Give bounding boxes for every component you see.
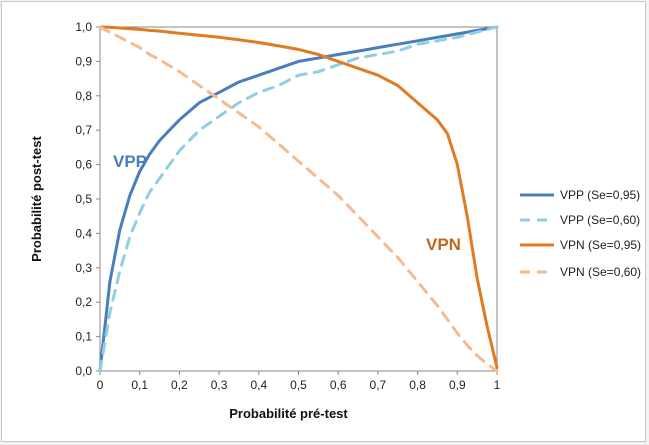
series-line-4 [98, 25, 499, 373]
y-tick-label: 0,9 [75, 54, 92, 68]
annotation-vpn: VPN [426, 235, 461, 254]
annotation-vpp: VPP [113, 152, 147, 171]
y-tick-label: 0,5 [75, 192, 92, 206]
legend-label: VPN (Se=0,60) [560, 265, 641, 279]
series-line-3 [98, 25, 499, 370]
x-tick-label: 0,9 [449, 378, 466, 392]
x-tick-label: 0,5 [290, 378, 307, 392]
legend-label: VPN (Se=0,95) [560, 238, 641, 252]
plot-area [99, 26, 498, 372]
series-line-1 [98, 25, 499, 373]
y-tick-label: 0,4 [75, 226, 92, 240]
series-line-2 [98, 25, 499, 373]
y-tick-label: 0,6 [75, 158, 92, 172]
y-tick-label: 0,1 [75, 330, 92, 344]
y-tick-label: 0,0 [75, 364, 92, 378]
y-tick-label: 0,7 [75, 123, 92, 137]
y-tick-label: 0,2 [75, 295, 92, 309]
x-tick-label: 0,7 [370, 378, 387, 392]
x-tick-label: 0,2 [171, 378, 188, 392]
x-tick-label: 0,3 [211, 378, 228, 392]
y-tick-label: 0,8 [75, 89, 92, 103]
x-tick-label: 0,4 [250, 378, 267, 392]
x-tick-label: 1 [494, 378, 501, 392]
x-tick-label: 0,8 [409, 378, 426, 392]
y-axis-title: Probabilité post-test [29, 135, 44, 261]
y-tick-label: 0,3 [75, 261, 92, 275]
x-tick-label: 0,1 [131, 378, 148, 392]
legend-label: VPP (Se=0,60) [560, 213, 640, 227]
x-tick-label: 0 [97, 378, 104, 392]
x-axis-title: Probabilité pré-test [229, 406, 348, 421]
x-tick-label: 0,6 [330, 378, 347, 392]
legend-label: VPP (Se=0,95) [560, 188, 640, 202]
y-tick-label: 1,0 [75, 20, 92, 34]
